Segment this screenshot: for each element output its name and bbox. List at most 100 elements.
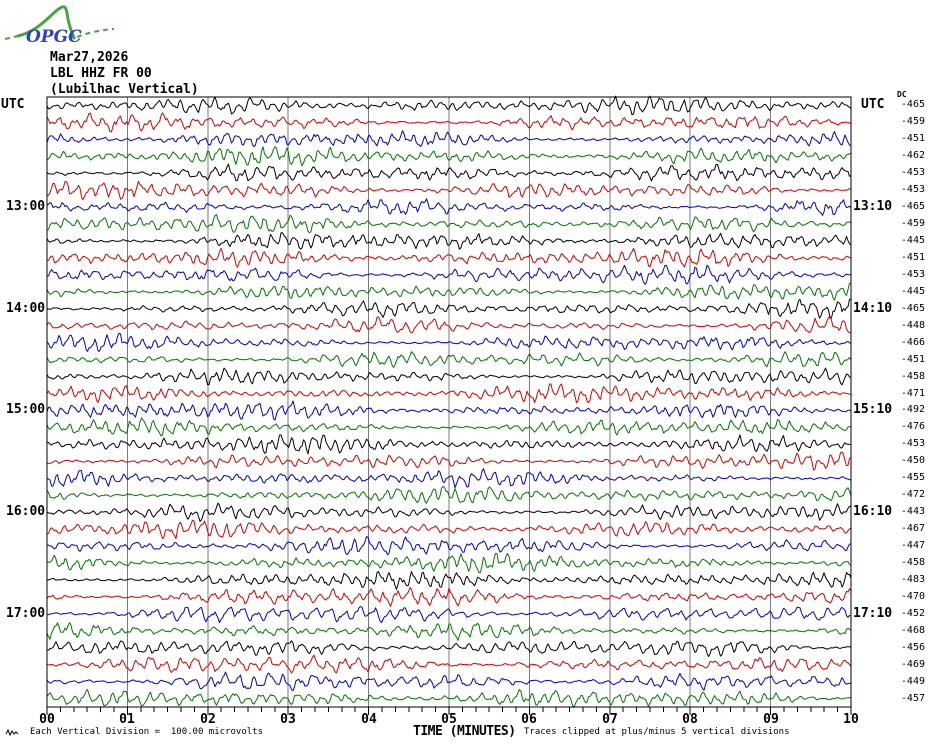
hour-label-right-1610: 16:10 [853, 504, 893, 519]
hour-label-right-1410: 14:10 [853, 301, 893, 316]
hour-label-right-1710: 17:10 [853, 606, 893, 621]
seismic-trace-1700 [46, 606, 852, 624]
seismic-trace-1410 [46, 315, 852, 334]
minute-label-01: 01 [119, 712, 135, 727]
dc-value-1440: -458 [900, 371, 925, 382]
seismic-trace-1720 [46, 640, 852, 658]
seismic-trace-1310 [46, 214, 852, 234]
seismic-trace-1750 [46, 689, 852, 708]
hour-label-left-1500: 15:00 [6, 402, 46, 417]
minute-label-10: 10 [843, 712, 859, 727]
dc-value-1600: -443 [900, 506, 925, 517]
minute-label-07: 07 [602, 712, 618, 727]
dc-value-1650: -470 [900, 591, 925, 602]
seismic-trace-1440 [46, 367, 852, 386]
seismic-trace-1710 [46, 622, 852, 641]
seismic-trace-1550 [46, 486, 852, 504]
dc-value-1510: -476 [900, 421, 925, 432]
dc-value-1410: -448 [900, 320, 925, 331]
header-station-description: (Lubilhac Vertical) [50, 82, 199, 97]
header-channel: LBL HHZ FR 00 [50, 66, 152, 81]
dc-value-1740: -449 [900, 676, 925, 687]
dc-value-1400: -465 [900, 303, 925, 314]
dc-value-1610: -467 [900, 523, 925, 534]
dc-value-1730: -469 [900, 659, 925, 670]
minute-label-06: 06 [521, 712, 537, 727]
hour-label-left-1700: 17:00 [6, 606, 46, 621]
seismic-trace-1250 [46, 180, 852, 201]
dc-value-1320: -445 [900, 235, 925, 246]
logo-dash-left [4, 35, 19, 40]
dc-value-1750: -457 [900, 693, 925, 704]
seismic-trace-1730 [46, 654, 852, 674]
hour-label-left-1300: 13:00 [6, 199, 46, 214]
seismic-trace-1630 [46, 553, 852, 573]
seismic-trace-1240 [46, 163, 852, 182]
dc-value-1350: -445 [900, 286, 925, 297]
seismic-trace-1650 [46, 586, 852, 607]
dc-value-1640: -483 [900, 574, 925, 585]
dc-value-1520: -453 [900, 438, 925, 449]
dc-value-1420: -466 [900, 337, 925, 348]
seismic-trace-1340 [46, 264, 852, 285]
dc-value-1200: -465 [900, 99, 925, 110]
dc-value-1710: -468 [900, 625, 925, 636]
seismic-trace-1300 [46, 198, 852, 216]
seismic-trace-1740 [46, 671, 852, 692]
dc-value-1230: -462 [900, 150, 925, 161]
seismic-trace-1610 [46, 519, 852, 540]
seismic-trace-1350 [46, 282, 852, 301]
seismic-trace-1450 [46, 383, 852, 404]
minute-label-03: 03 [280, 712, 296, 727]
seismic-trace-1530 [46, 451, 852, 471]
seismic-trace-1500 [46, 400, 852, 421]
seismic-trace-1640 [46, 571, 852, 590]
dc-value-1330: -451 [900, 252, 925, 263]
minute-label-02: 02 [200, 712, 216, 727]
opgc-logo: OPGC [4, 5, 115, 47]
minute-label-00: 00 [39, 712, 55, 727]
seismic-trace-1600 [46, 502, 852, 522]
dc-value-1700: -452 [900, 608, 925, 619]
dc-value-1720: -456 [900, 642, 925, 653]
dc-value-1240: -453 [900, 167, 925, 178]
utc-header-left: UTC [1, 97, 25, 112]
seismic-trace-1200 [46, 95, 852, 116]
utc-header-right: UTC [861, 97, 885, 112]
dc-value-1550: -472 [900, 489, 925, 500]
dc-value-1210: -459 [900, 116, 925, 127]
dc-value-1630: -458 [900, 557, 925, 568]
seismic-trace-1430 [46, 351, 852, 368]
dc-value-1620: -447 [900, 540, 925, 551]
dc-value-1540: -455 [900, 472, 925, 483]
hour-label-left-1600: 16:00 [6, 504, 46, 519]
logo-dash-right [76, 28, 115, 38]
seismic-trace-1320 [46, 232, 852, 250]
minute-label-08: 08 [682, 712, 698, 727]
dc-column-header: DC [897, 90, 907, 99]
seismic-trace-1520 [46, 434, 852, 455]
seismic-trace-1230 [46, 146, 852, 167]
x-axis-title: TIME (MINUTES) [413, 724, 516, 739]
minute-label-09: 09 [763, 712, 779, 727]
hour-label-right-1510: 15:10 [853, 402, 893, 417]
seismic-trace-1400 [46, 298, 851, 319]
dc-value-1500: -492 [900, 404, 925, 415]
hour-label-left-1400: 14:00 [6, 301, 46, 316]
dc-value-1450: -471 [900, 388, 925, 399]
seismic-trace-1620 [46, 536, 852, 556]
dc-value-1250: -453 [900, 184, 925, 195]
header-date: Mar27,2026 [50, 50, 129, 65]
dc-value-1530: -450 [900, 455, 925, 466]
seismic-trace-1510 [46, 417, 852, 437]
logo-mountain-curve [16, 5, 76, 40]
seismic-trace-1210 [46, 112, 852, 133]
dc-value-1220: -451 [900, 133, 925, 144]
dc-value-1300: -465 [900, 201, 925, 212]
logo-org-text: OPGC [26, 27, 82, 47]
dc-value-1310: -459 [900, 218, 925, 229]
minute-label-05: 05 [441, 712, 457, 727]
dc-value-1430: -451 [900, 354, 925, 365]
